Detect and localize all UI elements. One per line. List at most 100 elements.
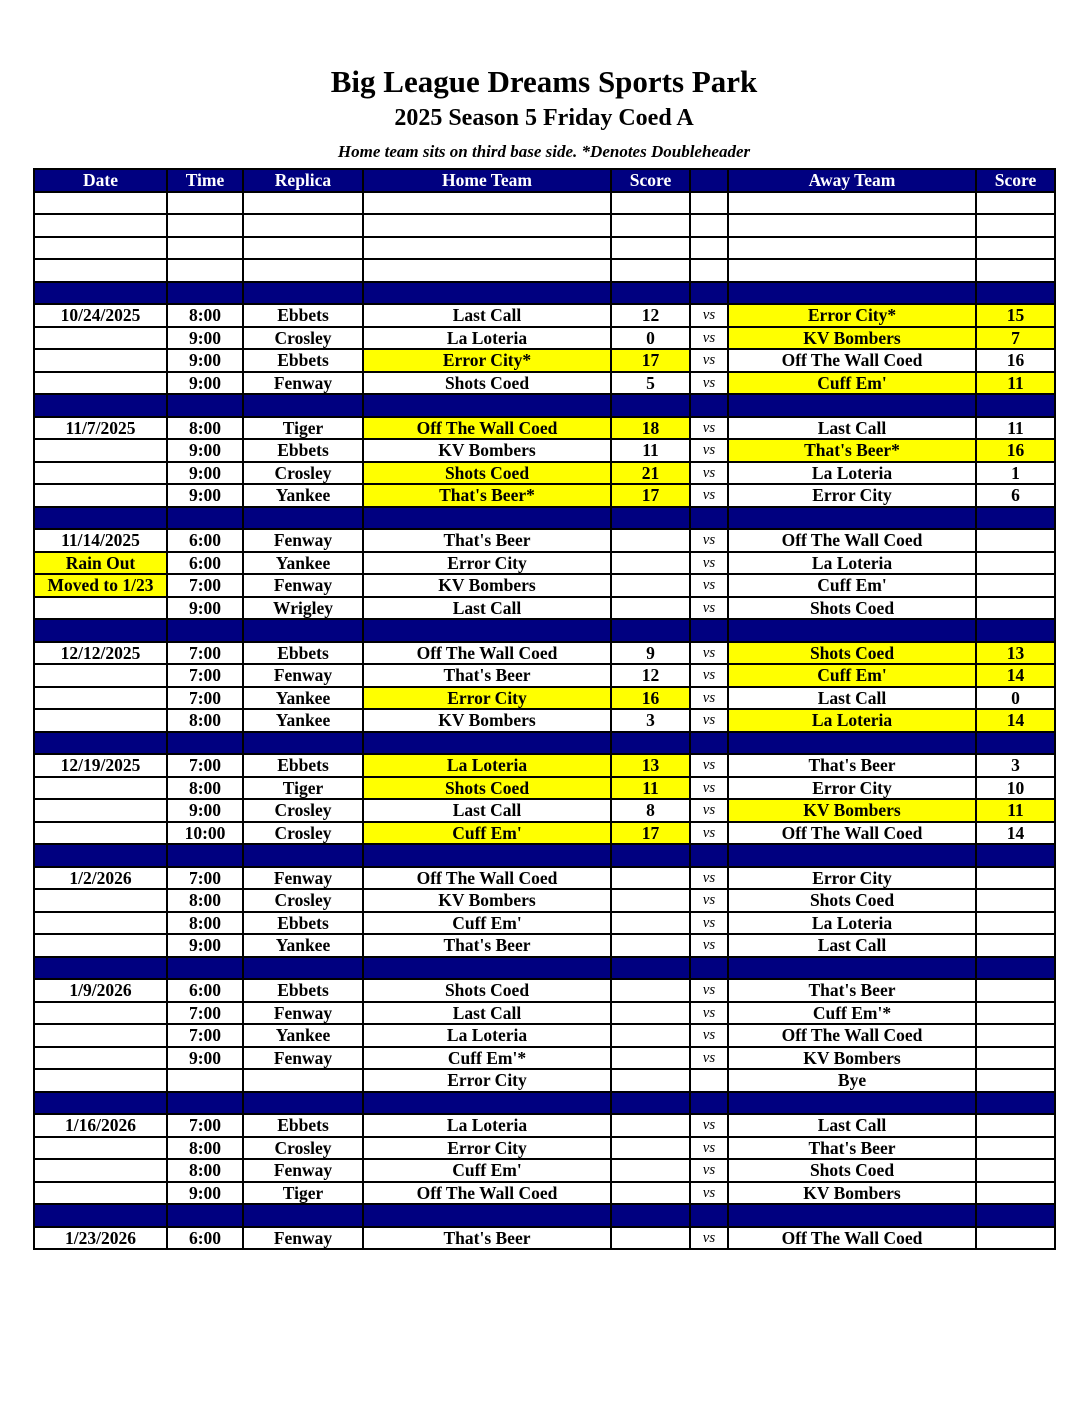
vs-cell: vs <box>689 1225 729 1250</box>
week-separator-row <box>33 843 1056 868</box>
away-team-cell: La Loteria <box>727 460 977 485</box>
away-score-cell <box>975 1225 1056 1250</box>
away-score-cell <box>975 190 1056 215</box>
game-row: 7:00 Yankee Error City 16 vs Last Call 0 <box>33 685 1056 710</box>
date-cell <box>33 595 168 620</box>
away-score-cell: 14 <box>975 663 1056 688</box>
time-cell: 8:00 <box>166 1158 244 1183</box>
separator-cell <box>33 730 168 755</box>
separator-cell <box>727 843 977 868</box>
date-cell <box>33 910 168 935</box>
separator-cell <box>166 730 244 755</box>
week-separator-row <box>33 1203 1056 1228</box>
home-score-cell: 5 <box>610 370 691 395</box>
replica-cell: Yankee <box>242 1023 364 1048</box>
home-score-cell <box>610 1023 691 1048</box>
game-row: 9:00 Tiger Off The Wall Coed vs KV Bombers <box>33 1180 1056 1205</box>
vs-cell: vs <box>689 1113 729 1138</box>
separator-cell <box>689 730 729 755</box>
separator-cell <box>727 955 977 980</box>
time-cell: 9:00 <box>166 460 244 485</box>
vs-cell: vs <box>689 820 729 845</box>
date-cell <box>33 1158 168 1183</box>
replica-cell: Fenway <box>242 865 364 890</box>
home-team-cell: That's Beer <box>362 933 612 958</box>
game-row: Error City Bye <box>33 1068 1056 1093</box>
time-cell <box>166 190 244 215</box>
date-cell <box>33 663 168 688</box>
game-row: 8:00 Tiger Shots Coed 11 vs Error City 10 <box>33 775 1056 800</box>
game-row: 9:00 Crosley Shots Coed 21 vs La Loteria 1 <box>33 460 1056 485</box>
away-score-cell <box>975 550 1056 575</box>
schedule-table: Date Time Replica Home Team Score Away Team Sc… <box>33 168 1056 1250</box>
column-header-away-score: Score <box>975 168 1056 193</box>
home-score-cell <box>610 1135 691 1160</box>
date-cell <box>33 438 168 463</box>
vs-cell: vs <box>689 1023 729 1048</box>
replica-cell: Crosley <box>242 798 364 823</box>
column-header-replica: Replica <box>242 168 364 193</box>
date-cell <box>33 348 168 373</box>
date-cell: 1/2/2026 <box>33 865 168 890</box>
game-row: 1/2/2026 7:00 Fenway Off The Wall Coed vs Err… <box>33 865 1056 890</box>
away-team-cell: Off The Wall Coed <box>727 348 977 373</box>
replica-cell <box>242 258 364 283</box>
away-score-cell <box>975 235 1056 260</box>
away-team-cell: Shots Coed <box>727 1158 977 1183</box>
column-header-away-team: Away Team <box>727 168 977 193</box>
home-score-cell <box>610 933 691 958</box>
home-team-cell <box>362 235 612 260</box>
away-score-cell <box>975 933 1056 958</box>
home-team-cell: That's Beer <box>362 528 612 553</box>
away-team-cell: That's Beer <box>727 753 977 778</box>
separator-cell <box>362 618 612 643</box>
away-score-cell <box>975 595 1056 620</box>
week-separator-row <box>33 730 1056 755</box>
home-score-cell <box>610 1225 691 1250</box>
time-cell <box>166 213 244 238</box>
vs-cell: vs <box>689 640 729 665</box>
away-score-cell: 11 <box>975 798 1056 823</box>
time-cell: 9:00 <box>166 1045 244 1070</box>
date-cell: 12/19/2025 <box>33 753 168 778</box>
time-cell: 8:00 <box>166 708 244 733</box>
date-cell <box>33 258 168 283</box>
separator-cell <box>610 1203 691 1228</box>
vs-cell: vs <box>689 348 729 373</box>
replica-cell <box>242 235 364 260</box>
date-cell <box>33 888 168 913</box>
replica-cell: Wrigley <box>242 595 364 620</box>
date-cell <box>33 820 168 845</box>
home-team-cell: La Loteria <box>362 753 612 778</box>
home-team-cell: Last Call <box>362 595 612 620</box>
home-team-cell: Shots Coed <box>362 370 612 395</box>
away-team-cell: KV Bombers <box>727 798 977 823</box>
away-score-cell: 6 <box>975 483 1056 508</box>
away-score-cell: 3 <box>975 753 1056 778</box>
game-row <box>33 258 1056 283</box>
away-score-cell: 13 <box>975 640 1056 665</box>
time-cell <box>166 1068 244 1093</box>
home-team-cell: Last Call <box>362 1000 612 1025</box>
game-row <box>33 213 1056 238</box>
away-score-cell: 16 <box>975 438 1056 463</box>
home-score-cell <box>610 573 691 598</box>
replica-cell: Yankee <box>242 483 364 508</box>
time-cell: 9:00 <box>166 438 244 463</box>
separator-cell <box>166 1090 244 1115</box>
home-score-cell: 11 <box>610 775 691 800</box>
time-cell: 7:00 <box>166 663 244 688</box>
time-cell: 7:00 <box>166 753 244 778</box>
home-score-cell <box>610 528 691 553</box>
date-cell <box>33 325 168 350</box>
home-team-cell: La Loteria <box>362 1113 612 1138</box>
home-score-cell <box>610 1068 691 1093</box>
home-score-cell <box>610 190 691 215</box>
away-score-cell <box>975 1135 1056 1160</box>
replica-cell: Fenway <box>242 528 364 553</box>
separator-cell <box>33 280 168 305</box>
home-score-cell: 18 <box>610 415 691 440</box>
vs-cell: vs <box>689 595 729 620</box>
game-row: 1/16/2026 7:00 Ebbets La Loteria vs Last Call <box>33 1113 1056 1138</box>
date-cell <box>33 1000 168 1025</box>
